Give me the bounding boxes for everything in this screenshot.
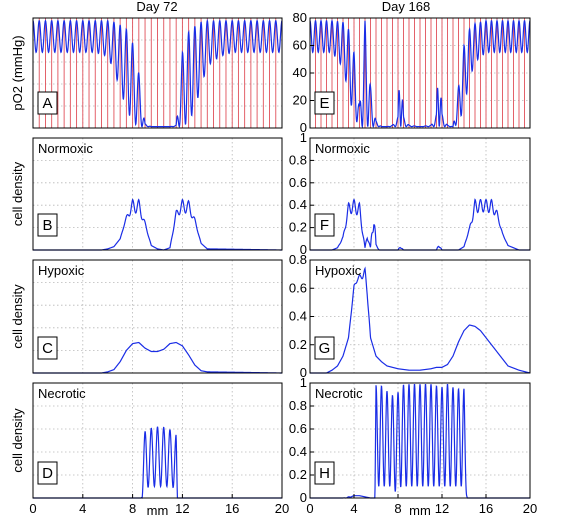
y-tick-label: 80 [293,10,307,25]
y-tick-label: 0 [300,490,307,505]
series-line [310,198,530,251]
y-tick-label: 20 [293,93,307,108]
axes-frame [32,382,283,499]
row-ylabel: cell density [10,161,25,226]
panel-letter-box [37,461,58,485]
axes-frame [32,259,283,374]
panel-letter: H [319,465,330,482]
y-tick-label: 0 [300,120,307,135]
y-tick-label: 0.8 [289,152,307,167]
series-line [310,266,531,374]
panel-title: Hypoxic [315,263,362,278]
panel-letter-box [37,336,58,360]
panel-letter: G [319,340,331,357]
panel-letter-box [314,91,335,115]
y-tick-label: 0.8 [289,252,307,267]
axes-frame [309,137,531,251]
panel-letter: A [42,95,52,112]
x-tick-label: 4 [350,501,357,516]
y-tick-label: 0.2 [289,467,307,482]
panel-title: Hypoxic [38,263,85,278]
panel-letter-box [37,213,58,237]
x-axis-unit-label: mm [409,503,431,518]
panel-h: 0 0.2 0.4 0.6 0.8 1 0 4 8 12 16 20 mm Necrotic H [289,375,537,518]
column-title-right: Day 168 [382,0,430,14]
panel-letter-box [37,91,58,115]
panel-letter: E [319,95,329,112]
x-tick-label: 0 [306,501,313,516]
series-line [309,19,531,129]
y-tick-label: 0 [300,365,307,380]
y-tick-label: 0 [300,242,307,257]
x-tick-label: 20 [523,501,537,516]
row-ylabel: cell density [10,408,25,473]
x-tick-label: 8 [129,501,136,516]
y-tick-label: 0.4 [289,197,307,212]
row-ylabel: cell density [10,284,25,349]
series-line [33,341,282,374]
y-tick-label: 0.6 [289,280,307,295]
y-tick-label: 0.6 [289,421,307,436]
series-line [32,18,283,128]
panel-title: Normoxic [38,141,93,156]
panel-letter: F [320,217,329,234]
panel-g: 0 0.2 0.4 0.6 0.8 Hypoxic G [289,252,531,380]
panel-letter: C [42,340,53,357]
y-tick-label: 0.4 [289,309,307,324]
x-tick-label: 8 [394,501,401,516]
y-tick-label: 40 [293,65,307,80]
panel-letter-box [314,336,335,360]
y-tick-label: 0.8 [289,398,307,413]
axes-frame [309,382,531,499]
axes-frame [32,137,283,251]
y-tick-label: 0.2 [289,220,307,235]
x-tick-label: 16 [479,501,493,516]
axes-frame [32,17,283,129]
y-tick-label: 1 [300,130,307,145]
column-title-left: Day 72 [136,0,177,14]
panel-letter: D [42,465,53,482]
panel-f: 0 0.2 0.4 0.6 0.8 1 Normoxic F [289,130,531,257]
x-tick-label: 12 [175,501,189,516]
x-tick-label: 20 [275,501,289,516]
panel-letter-box [314,213,335,237]
x-tick-label: 12 [435,501,449,516]
row-ylabel: pO2 (mmHg) [10,35,25,110]
panel-e: 0 20 40 60 80 E [293,10,531,135]
panel-title: Necrotic [38,386,86,401]
panel-title: Normoxic [315,141,370,156]
panel-title: Necrotic [315,386,363,401]
x-axis-unit-label: mm [147,503,169,518]
y-tick-label: 1 [300,375,307,390]
y-tick-label: 0.4 [289,444,307,459]
x-tick-label: 16 [225,501,239,516]
x-tick-label: 0 [29,501,36,516]
x-tick-label: 4 [79,501,86,516]
series-line [310,384,530,499]
series-line [33,198,282,251]
y-tick-label: 60 [293,38,307,53]
series-line [33,426,282,499]
y-tick-label: 0.2 [289,337,307,352]
panel-letter: B [42,217,52,234]
panel-letter-box [314,461,335,485]
y-tick-label: 0.6 [289,175,307,190]
